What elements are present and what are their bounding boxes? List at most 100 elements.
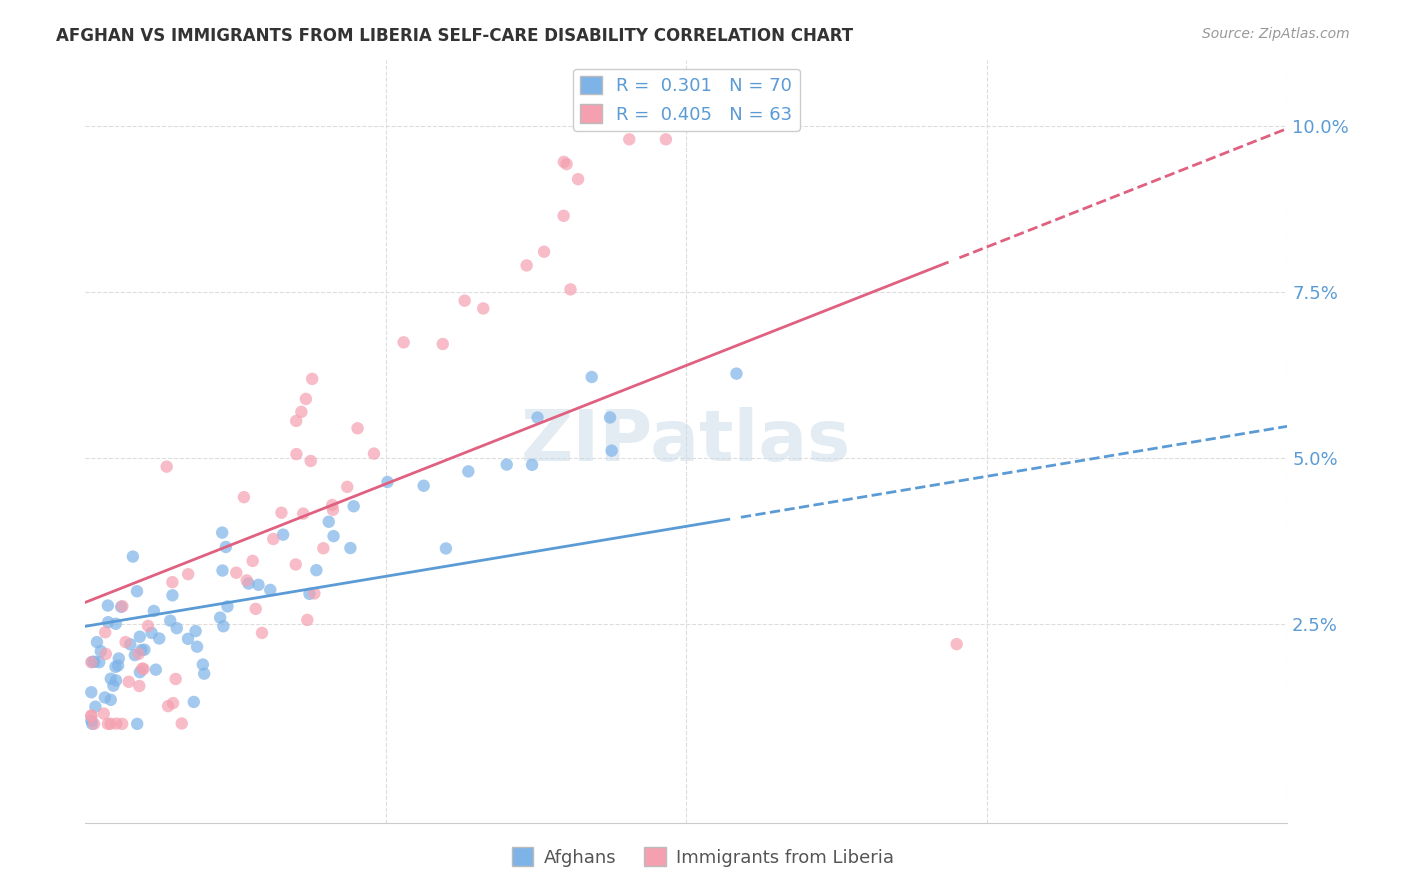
Point — [110, 599, 132, 614]
Point — [245, 602, 267, 616]
Point — [86, 635, 108, 649]
Text: ZIPatlas: ZIPatlas — [522, 407, 851, 476]
Point — [211, 564, 233, 578]
Point — [619, 132, 641, 146]
Point — [339, 541, 361, 555]
Text: Source: ZipAtlas.com: Source: ZipAtlas.com — [1202, 27, 1350, 41]
Point — [242, 554, 264, 568]
Point — [165, 672, 187, 686]
Point — [299, 454, 322, 468]
Point — [84, 699, 107, 714]
Point — [215, 540, 238, 554]
Point — [132, 662, 155, 676]
Point — [312, 541, 335, 556]
Point — [156, 459, 179, 474]
Point — [259, 582, 281, 597]
Point — [94, 647, 117, 661]
Point — [107, 651, 129, 665]
Point — [80, 685, 103, 699]
Point — [520, 458, 543, 472]
Point — [516, 259, 538, 273]
Point — [560, 282, 582, 296]
Point — [184, 624, 207, 639]
Point — [336, 480, 359, 494]
Point — [131, 661, 153, 675]
Point — [162, 575, 184, 590]
Point — [80, 714, 103, 728]
Text: AFGHAN VS IMMIGRANTS FROM LIBERIA SELF-CARE DISABILITY CORRELATION CHART: AFGHAN VS IMMIGRANTS FROM LIBERIA SELF-C… — [56, 27, 853, 45]
Point — [495, 458, 517, 472]
Point — [97, 716, 120, 731]
Point — [412, 479, 434, 493]
Point — [284, 558, 307, 572]
Point — [318, 515, 340, 529]
Point — [128, 647, 150, 661]
Point — [553, 154, 575, 169]
Point — [725, 367, 748, 381]
Point — [83, 655, 105, 669]
Point — [655, 132, 678, 146]
Point — [128, 630, 150, 644]
Point — [145, 663, 167, 677]
Point — [250, 626, 273, 640]
Point — [211, 525, 233, 540]
Point — [124, 648, 146, 662]
Point — [90, 644, 112, 658]
Point — [217, 599, 239, 614]
Point — [305, 563, 328, 577]
Point — [247, 578, 270, 592]
Point — [581, 370, 603, 384]
Point — [212, 619, 235, 633]
Point — [322, 503, 344, 517]
Point — [392, 335, 415, 350]
Point — [80, 655, 103, 669]
Point — [128, 679, 150, 693]
Point — [141, 626, 163, 640]
Point — [298, 587, 321, 601]
Point — [238, 576, 260, 591]
Point — [600, 443, 623, 458]
Point — [304, 586, 326, 600]
Legend: R =  0.301   N = 70, R =  0.405   N = 63: R = 0.301 N = 70, R = 0.405 N = 63 — [572, 69, 800, 131]
Point — [100, 672, 122, 686]
Point — [114, 635, 136, 649]
Point — [105, 716, 128, 731]
Point — [94, 625, 117, 640]
Point — [157, 699, 180, 714]
Point — [118, 674, 141, 689]
Point — [945, 637, 967, 651]
Point — [295, 392, 318, 406]
Point — [290, 405, 312, 419]
Point — [97, 615, 120, 630]
Point — [343, 500, 366, 514]
Point — [82, 655, 104, 669]
Point — [191, 657, 214, 672]
Point — [567, 172, 589, 186]
Point — [526, 410, 548, 425]
Point — [363, 447, 385, 461]
Point — [292, 507, 315, 521]
Point — [111, 599, 134, 614]
Point — [297, 613, 319, 627]
Point — [377, 475, 399, 489]
Point — [128, 665, 150, 680]
Point — [80, 709, 103, 723]
Point — [432, 337, 454, 351]
Point — [131, 643, 153, 657]
Point — [134, 642, 156, 657]
Point — [83, 716, 105, 731]
Point — [104, 616, 127, 631]
Point — [322, 529, 344, 543]
Point — [104, 660, 127, 674]
Point — [105, 673, 128, 688]
Point — [127, 716, 149, 731]
Point — [120, 637, 142, 651]
Point — [233, 490, 256, 504]
Point — [453, 293, 475, 308]
Point — [166, 621, 188, 635]
Point — [159, 614, 181, 628]
Point — [121, 549, 143, 564]
Point — [271, 527, 294, 541]
Point — [533, 244, 555, 259]
Point — [599, 410, 621, 425]
